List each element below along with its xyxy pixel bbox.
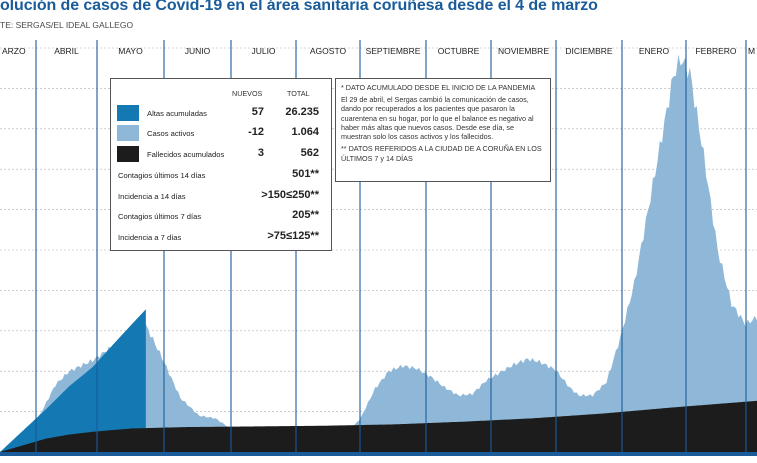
- legend-extra-value: 205**: [292, 209, 319, 221]
- legend-extra-value: >75≤125**: [267, 230, 319, 242]
- legend-label-altas: Altas acumuladas: [147, 109, 207, 118]
- series-areas: [0, 54, 757, 452]
- legend-row-fallecidos: Fallecidos acumulados 3 562: [111, 146, 331, 162]
- legend-swatch-fallecidos: [117, 146, 139, 162]
- legend-extra-label: Contagios últimos 14 días: [118, 171, 206, 180]
- legend-extra-value: 501**: [292, 168, 319, 180]
- legend-box: NUEVOS TOTAL Altas acumuladas 57 26.235 …: [110, 78, 332, 251]
- legend-extra-row: Contagios últimos 14 días 501**: [111, 167, 331, 183]
- note-box: * DATO ACUMULADO DESDE EL INICIO DE LA P…: [335, 78, 551, 182]
- legend-label-fallecidos: Fallecidos acumulados: [147, 150, 225, 159]
- month-header-band: [0, 36, 757, 56]
- legend-nuevos-fallecidos: 3: [257, 147, 264, 159]
- month-label: M: [748, 46, 755, 56]
- legend-extra-value: >150≤250**: [261, 189, 319, 201]
- month-label: ENERO: [639, 46, 670, 56]
- month-label: FEBRERO: [695, 46, 736, 56]
- month-label: MAYO: [118, 46, 143, 56]
- month-label: NOVIEMBRE: [498, 46, 549, 56]
- month-label: JULIO: [251, 46, 275, 56]
- month-label: JUNIO: [185, 46, 211, 56]
- legend-swatch-activos: [117, 125, 139, 141]
- legend-extra-row: Contagios últimos 7 días 205**: [111, 208, 331, 224]
- month-label: SEPTIEMBRE: [366, 46, 421, 56]
- month-label: OCTUBRE: [438, 46, 480, 56]
- note-line: El 29 de abril, el Sergas cambió la comu…: [341, 95, 534, 142]
- legend-extra-label: Incidencia a 7 días: [118, 233, 182, 242]
- legend-nuevos-activos: -12: [248, 126, 264, 138]
- legend-extra-row: Incidencia a 14 días >150≤250**: [111, 188, 331, 204]
- legend-header-total: TOTAL: [287, 89, 310, 98]
- note-line: * DATO ACUMULADO DESDE EL INICIO DE LA P…: [341, 83, 536, 92]
- legend-extra-label: Incidencia a 14 días: [118, 192, 186, 201]
- chart-source: TE: SERGAS/EL IDEAL GALLEGO: [0, 20, 134, 30]
- legend-total-activos: 1.064: [291, 126, 319, 138]
- legend-total-altas: 26.235: [285, 106, 319, 118]
- legend-extra-label: Contagios últimos 7 días: [118, 212, 202, 221]
- series-area: [0, 400, 757, 452]
- legend-extra-row: Incidencia a 7 días >75≤125**: [111, 229, 331, 245]
- baseline-bar: [0, 452, 757, 456]
- legend-row-altas: Altas acumuladas 57 26.235: [111, 105, 331, 121]
- series-area: [0, 309, 146, 452]
- legend-swatch-altas: [117, 105, 139, 121]
- legend-nuevos-altas: 57: [251, 106, 264, 118]
- legend-header-nuevos: NUEVOS: [232, 89, 263, 98]
- chart-title: olución de casos de Covid-19 en el área …: [0, 0, 598, 14]
- legend-row-activos: Casos activos -12 1.064: [111, 125, 331, 141]
- month-label: AGOSTO: [310, 46, 347, 56]
- month-label: ARZO: [2, 46, 26, 56]
- month-labels: ARZO ABRIL MAYO JUNIO JULIO AGOSTO SEPTIEMBRE O…: [2, 46, 755, 56]
- note-line: ** DATOS REFERIDOS A LA CIUDAD DE A CORU…: [341, 144, 542, 163]
- legend-label-activos: Casos activos: [147, 129, 195, 138]
- legend-total-fallecidos: 562: [300, 147, 319, 159]
- month-label: DICIEMBRE: [565, 46, 613, 56]
- month-label: ABRIL: [54, 46, 79, 56]
